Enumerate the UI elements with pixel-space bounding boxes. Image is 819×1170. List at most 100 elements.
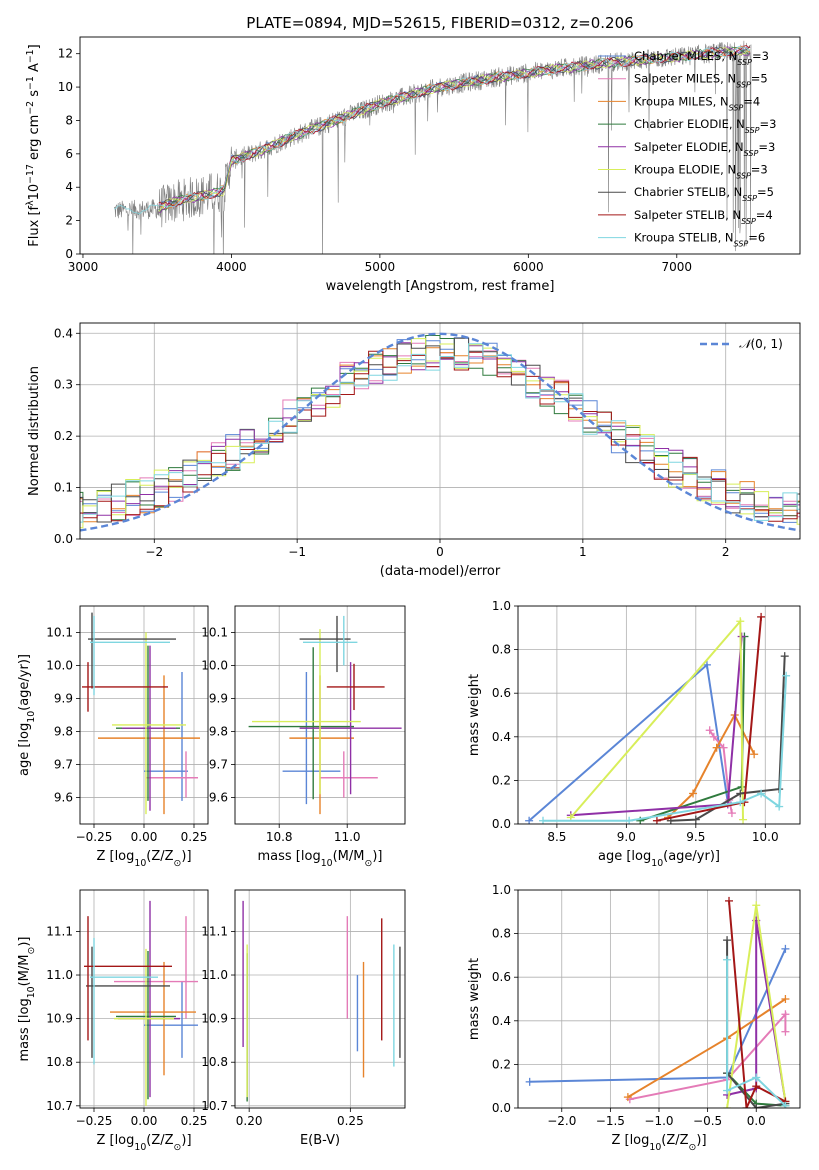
y-tick-label: 10 bbox=[58, 80, 73, 94]
y-tick-label: 9.8 bbox=[54, 725, 73, 739]
label-part: Flux [f bbox=[27, 205, 42, 246]
y-tick-label: 12 bbox=[58, 47, 73, 61]
y-tick-label: 0.1 bbox=[54, 481, 73, 495]
x-axis-label: age [log10(age/yr)] bbox=[598, 849, 720, 869]
y-tick-label: 10.1 bbox=[46, 625, 73, 639]
y-axis-label: Flux [fλ10−17 erg cm−2 s−1 A−1] bbox=[25, 44, 43, 246]
x-tick-label: 0.00 bbox=[131, 830, 158, 844]
x-tick-label: 0.0 bbox=[747, 1114, 766, 1128]
weight-marker bbox=[781, 1010, 790, 1019]
weight-marker bbox=[750, 750, 759, 759]
weight-marker bbox=[689, 789, 698, 798]
label-script: ⊙ bbox=[26, 947, 37, 955]
model-spectrum-line bbox=[158, 45, 751, 207]
label-part: (Z/Z bbox=[146, 849, 173, 864]
label-script: −1 bbox=[25, 76, 36, 90]
axes-frame bbox=[234, 889, 406, 1109]
histogram-step-kroupa_stelib bbox=[80, 343, 800, 523]
weight-line-salpeter_stelib bbox=[728, 900, 786, 1108]
errorbar-point-salpeter_stelib bbox=[82, 662, 168, 712]
x-tick-label: 10.0 bbox=[752, 830, 779, 844]
errorbar-point-chabrier_stelib bbox=[86, 946, 170, 1058]
weight-marker bbox=[723, 955, 732, 964]
errorbar-point-kroupa_elodie bbox=[112, 632, 186, 815]
legend-label: Kroupa ELODIE, N bbox=[634, 163, 736, 177]
x-tick-label: 5000 bbox=[365, 260, 396, 274]
y-tick-label: 10.9 bbox=[46, 1012, 73, 1026]
y-tick-label: 0 bbox=[65, 247, 73, 261]
axes-frame bbox=[517, 605, 801, 825]
legend-sub: SSP bbox=[737, 58, 752, 67]
errorbar-point-salpeter_stelib bbox=[326, 663, 385, 711]
x-axis-label: Z [log10(Z/Z⊙)] bbox=[96, 849, 191, 869]
legend-entry: Kroupa MILES, NSSP=4 bbox=[634, 94, 760, 112]
x-axis-label: E(B-V) bbox=[300, 1133, 340, 1148]
legend-entry: Kroupa ELODIE, NSSP=3 bbox=[634, 163, 768, 181]
x-tick-label: 3000 bbox=[68, 260, 99, 274]
label-part: A bbox=[27, 63, 42, 76]
weight-marker bbox=[539, 816, 548, 824]
x-axis-label: wavelength [Angstrom, rest frame] bbox=[326, 279, 555, 294]
weight-line-salpeter_stelib bbox=[656, 616, 763, 822]
residuals-plot-area bbox=[80, 323, 800, 539]
axes-frame bbox=[234, 605, 406, 825]
x-tick-label: 6000 bbox=[513, 260, 544, 274]
legend-entry: Chabrier STELIB, NSSP=5 bbox=[634, 185, 774, 203]
x-tick-label: 11.0 bbox=[334, 830, 361, 844]
label-part: Z [log bbox=[96, 849, 134, 864]
weight-marker bbox=[736, 798, 745, 807]
legend-label: Kroupa STELIB, N bbox=[634, 231, 734, 245]
label-part: (Z/Z bbox=[661, 1133, 688, 1148]
weight-marker bbox=[752, 1082, 761, 1091]
spectrum-plot-area bbox=[113, 40, 752, 254]
x-axis-label: mass [log10(M/M⊙)] bbox=[258, 849, 383, 869]
legend-sub: SSP bbox=[745, 126, 760, 135]
weight-marker bbox=[712, 743, 721, 752]
y-tick-label: 9.7 bbox=[209, 758, 228, 772]
errorbar-point-chabrier_miles bbox=[144, 981, 198, 1058]
y-tick-label: 10.0 bbox=[201, 658, 228, 672]
errorbar-point-kroupa_miles bbox=[98, 675, 200, 815]
legend-sub: SSP bbox=[736, 171, 751, 180]
weight-marker bbox=[705, 726, 714, 735]
errorbar-point-chabrier_elodie bbox=[248, 647, 354, 800]
errorbar-point-salpeter_elodie bbox=[118, 900, 180, 1098]
legend-suffix: =3 bbox=[760, 117, 777, 131]
label-part: 10 bbox=[27, 184, 42, 201]
y-tick-label: 10.8 bbox=[201, 1055, 228, 1069]
legend-entry: Salpeter MILES, NSSP=5 bbox=[634, 72, 768, 90]
weight-marker bbox=[702, 660, 711, 669]
x-tick-label: −0.25 bbox=[76, 830, 113, 844]
y-axis-label: age [log10(age/yr)] bbox=[17, 654, 37, 776]
label-part: mass [log bbox=[17, 998, 32, 1061]
y-axis-label: mass weight bbox=[467, 958, 482, 1040]
y-axis-label: Normed distribution bbox=[27, 366, 42, 496]
axes-frame bbox=[79, 889, 209, 1109]
label-script: ⊙ bbox=[689, 1142, 697, 1153]
weight-line-chabrier_miles bbox=[528, 662, 729, 822]
y-tick-label: 11.1 bbox=[46, 924, 73, 938]
weight-marker bbox=[736, 789, 745, 798]
weight-marker bbox=[781, 1027, 790, 1036]
legend-sub: SSP bbox=[734, 239, 749, 248]
legend-suffix: =3 bbox=[752, 49, 769, 63]
weight-marker bbox=[727, 809, 736, 818]
label-part: )] bbox=[372, 849, 382, 864]
label-part: (M/M bbox=[17, 955, 32, 987]
legend-entry: Salpeter ELODIE, NSSP=3 bbox=[634, 140, 775, 158]
label-part: (age/yr)] bbox=[663, 849, 720, 864]
y-tick-label: 9.9 bbox=[54, 691, 73, 705]
y-tick-label: 9.9 bbox=[209, 691, 228, 705]
weight-marker bbox=[691, 815, 700, 824]
weight-line-kroupa_elodie bbox=[570, 618, 744, 820]
legend-sub: SSP bbox=[736, 80, 751, 89]
label-script: 10 bbox=[26, 986, 37, 998]
weight-marker bbox=[782, 671, 791, 680]
legend-label: Chabrier STELIB, N bbox=[634, 185, 742, 199]
label-script: ⊙ bbox=[174, 858, 182, 869]
weight-marker bbox=[723, 1104, 732, 1108]
legend-entry: Chabrier ELODIE, NSSP=3 bbox=[634, 117, 776, 135]
weight-marker bbox=[752, 1104, 761, 1108]
weight-marker bbox=[742, 1104, 751, 1108]
